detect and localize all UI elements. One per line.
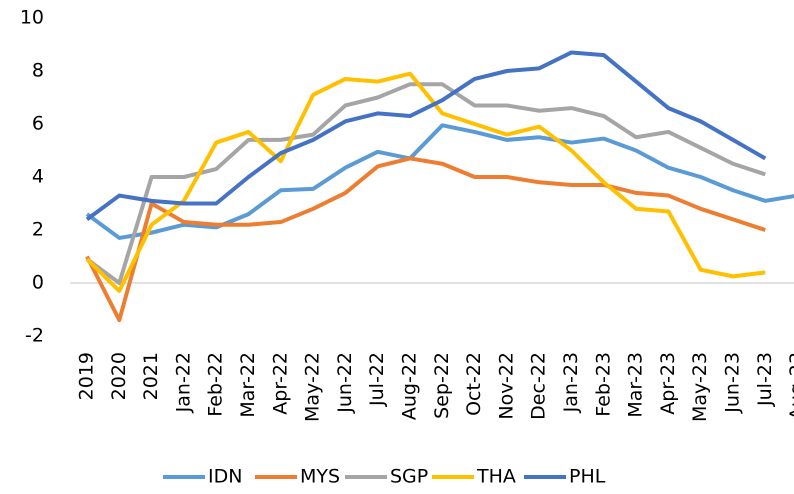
x-tick-label: May-23 [689,352,711,422]
series-line [85,50,767,222]
legend-label: SGP [390,466,428,488]
x-tick-label: Jun-22 [334,352,356,414]
x-tick-label: Jan-23 [560,352,582,413]
x-tick-label: Mar-22 [237,352,259,418]
y-tick-label: 8 [32,60,44,82]
x-tick-label: Dec-22 [528,352,550,420]
x-tick-label: 2019 [76,352,98,400]
x-tick-label: Jun-23 [722,352,744,414]
x-tick-label: Oct-22 [463,352,485,416]
y-tick-label: 0 [32,272,44,294]
y-tick-label: 4 [32,166,44,188]
x-tick-label: May-22 [302,352,324,422]
y-tick-label: 10 [20,7,44,29]
x-tick-label: Jul-23 [754,352,776,407]
x-tick-label: Aug-22 [399,352,421,420]
legend-label: IDN [208,466,242,488]
x-tick-label: 2021 [140,352,162,400]
x-tick-label: 2020 [108,352,130,400]
x-tick-label: Mar-23 [625,352,647,418]
x-tick-label: Apr-23 [657,352,679,415]
x-tick-label: Nov-22 [495,352,517,420]
series-line [85,82,766,285]
x-tick-label: Jan-22 [172,352,194,413]
y-tick-label: 2 [32,219,44,241]
legend-label: PHL [569,466,606,488]
legend-label: MYS [300,466,340,488]
x-tick-label: Apr-22 [269,352,291,415]
series-line [85,156,766,323]
series-line [85,123,794,240]
series-line [85,71,766,293]
y-tick-label: 6 [32,113,44,135]
x-tick-label: Aug-23 [786,352,794,420]
legend-label: THA [476,466,516,488]
x-tick-label: Feb-23 [592,352,614,417]
x-tick-label: Jul-22 [366,352,388,407]
y-tick-label: -2 [25,325,44,347]
x-tick-label: Feb-22 [205,352,227,417]
x-tick-label: Sep-22 [431,352,453,419]
